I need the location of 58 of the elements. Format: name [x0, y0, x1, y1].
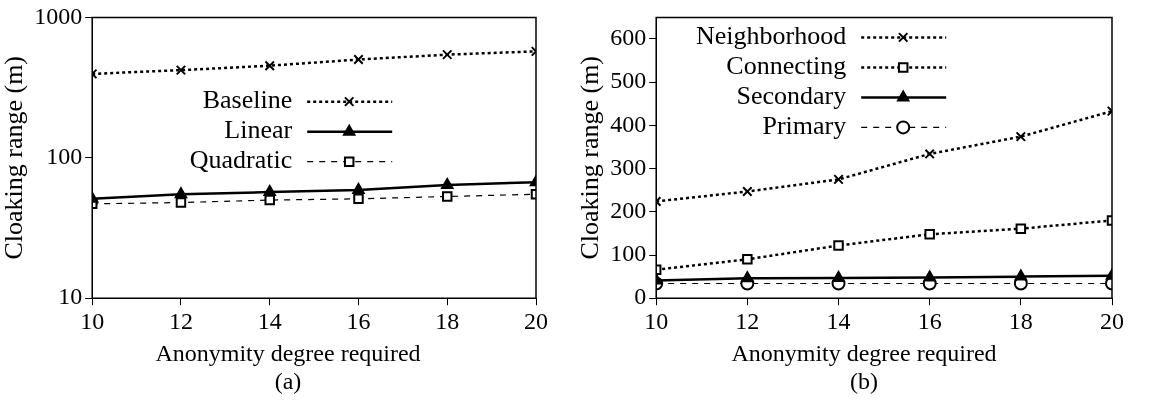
x-tick-label: 10	[644, 307, 669, 334]
x-tick-label: 20	[1100, 307, 1124, 334]
y-tick-label: 1000	[34, 2, 83, 29]
point	[833, 240, 844, 251]
point	[1015, 223, 1027, 234]
point	[742, 254, 753, 265]
x-tick-label: 12	[735, 307, 760, 334]
x-tick-label: 18	[435, 307, 460, 334]
point	[353, 193, 364, 205]
y-tick-label: 100	[610, 240, 647, 267]
x-tick-label: 12	[168, 307, 193, 334]
legend-label: Primary	[762, 111, 847, 141]
x-tick-label: 20	[524, 307, 548, 334]
point	[264, 60, 275, 71]
x-tick-label: 14	[257, 307, 282, 334]
point	[924, 148, 935, 160]
x-tick-label: 18	[1008, 307, 1033, 334]
point	[175, 197, 187, 208]
point	[832, 270, 845, 282]
legend-label: Connecting	[726, 51, 847, 81]
point	[174, 187, 188, 199]
point	[263, 185, 276, 197]
legend-label: Baseline	[202, 85, 293, 115]
point	[442, 191, 453, 202]
point	[924, 229, 935, 240]
point	[441, 178, 454, 190]
y-tick-label: 0	[634, 283, 647, 310]
y-tick-label: 400	[610, 110, 647, 137]
x-tick-label: 16	[917, 307, 942, 334]
y-tick-label: 300	[610, 153, 647, 180]
x-tick-label: 14	[826, 307, 851, 334]
point	[833, 174, 844, 185]
text: (b)	[849, 368, 879, 394]
point	[175, 64, 187, 76]
point	[741, 271, 754, 283]
legend-label: Quadratic	[189, 145, 293, 175]
y-tick-label: 10	[58, 283, 83, 310]
point	[923, 270, 936, 282]
point	[742, 186, 753, 197]
x-axis-title: Anonymity degree required	[730, 340, 998, 366]
y-tick-label: 600	[610, 24, 647, 51]
x-axis-title: Anonymity degree required	[154, 340, 422, 366]
legend-label: Linear	[224, 115, 293, 145]
point	[353, 54, 364, 65]
x-tick-label: 16	[346, 307, 371, 334]
legend-label: Secondary	[736, 81, 847, 111]
y-axis-title: Cloaking range (m)	[0, 56, 29, 260]
point	[1014, 269, 1028, 281]
point	[442, 49, 453, 60]
y-axis-title: Cloaking range (m)	[575, 56, 605, 260]
y-tick-label: 500	[610, 67, 647, 94]
text: (a)	[273, 368, 303, 394]
point	[352, 182, 365, 194]
y-tick-label: 100	[46, 143, 83, 170]
x-tick-label: 10	[80, 307, 105, 334]
legend-label: Neighborhood	[696, 21, 847, 51]
point	[1015, 131, 1027, 142]
y-tick-label: 200	[610, 197, 647, 224]
